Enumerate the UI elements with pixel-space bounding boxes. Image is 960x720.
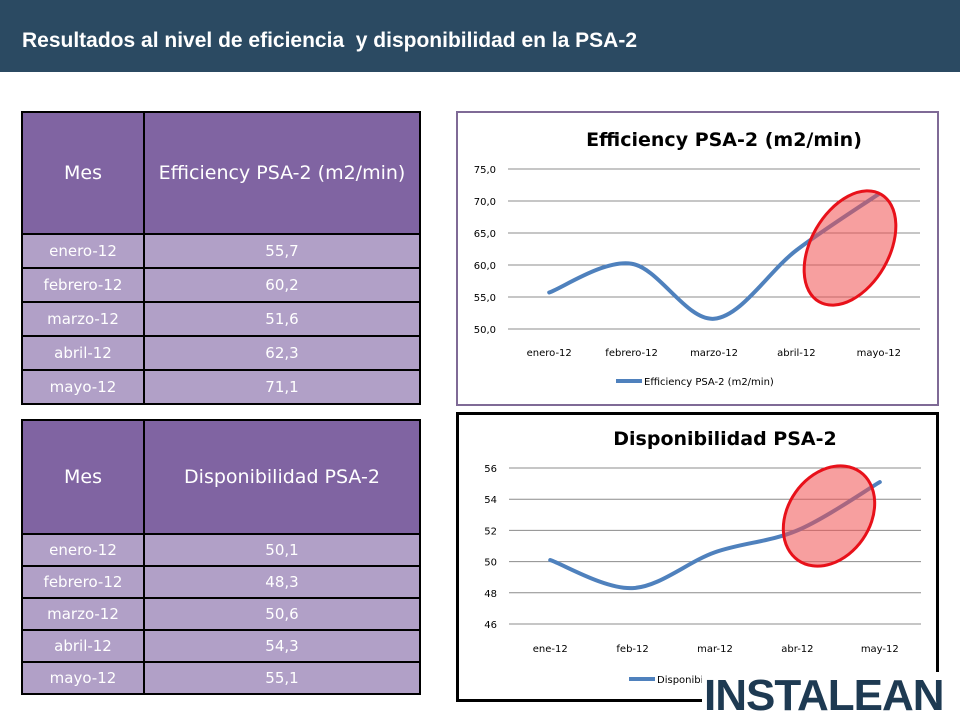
table-cell-value: 55,1 (143, 661, 421, 695)
chart-title: Disponibilidad PSA-2 (613, 428, 836, 450)
table-cell-month: marzo-12 (21, 301, 145, 337)
table-header-month: Mes (21, 419, 145, 535)
table-cell-value: 54,3 (143, 629, 421, 663)
x-tick-label: marzo-12 (690, 348, 738, 359)
y-tick-label: 55,0 (474, 293, 496, 304)
table-row: abril-12 62,3 (21, 335, 421, 371)
table-cell-value: 51,6 (143, 301, 421, 337)
table-cell-month: enero-12 (21, 533, 145, 567)
table-header-month: Mes (21, 111, 145, 235)
table-row: mayo-12 55,1 (21, 661, 421, 695)
y-tick-label: 52 (484, 526, 497, 537)
table-cell-month: abril-12 (21, 335, 145, 371)
table-header-value: Efficiency PSA-2 (m2/min) (143, 111, 421, 235)
x-tick-label: ene-12 (533, 644, 568, 655)
table-row: marzo-12 50,6 (21, 597, 421, 631)
table-cell-month: febrero-12 (21, 267, 145, 303)
chart-title: Efficiency PSA-2 (m2/min) (586, 129, 862, 151)
y-tick-label: 60,0 (474, 261, 496, 272)
y-tick-label: 70,0 (474, 197, 496, 208)
disponibilidad-table: Mes Disponibilidad PSA-2 enero-12 50,1 f… (21, 419, 421, 695)
disponibilidad-chart: Disponibilidad PSA-2 46 48 50 52 54 56 ene-12 fe… (456, 412, 939, 702)
x-tick-label: febrero-12 (605, 348, 658, 359)
table-cell-month: enero-12 (21, 233, 145, 269)
table-row: enero-12 55,7 (21, 233, 421, 269)
y-tick-label: 56 (484, 464, 497, 475)
legend-label: Efficiency PSA-2 (m2/min) (644, 377, 774, 388)
table-cell-value: 62,3 (143, 335, 421, 371)
page-title: Resultados al nivel de eficiencia y disp… (22, 29, 638, 52)
y-tick-label: 48 (484, 589, 497, 600)
efficiency-chart-svg: Efficiency PSA-2 (m2/min) 50,0 55,0 60,0 65,… (474, 129, 920, 388)
table-row: mayo-12 71,1 (21, 369, 421, 405)
table-row: febrero-12 60,2 (21, 267, 421, 303)
table-row: marzo-12 51,6 (21, 301, 421, 337)
header-bar: Resultados al nivel de eficiencia y disp… (0, 0, 960, 72)
x-tick-label: mar-12 (697, 644, 733, 655)
x-tick-label: mayo-12 (857, 348, 901, 359)
table-cell-month: abril-12 (21, 629, 145, 663)
x-tick-label: abr-12 (781, 644, 813, 655)
logo-text: INSTALEAN (704, 671, 945, 720)
x-tick-label: enero-12 (527, 348, 572, 359)
table-cell-value: 71,1 (143, 369, 421, 405)
efficiency-chart: Efficiency PSA-2 (m2/min) 50,0 55,0 60,0 65,… (456, 111, 939, 406)
table-cell-value: 50,6 (143, 597, 421, 631)
y-tick-label: 50 (484, 558, 497, 569)
highlight-ellipse (802, 189, 898, 307)
table-cell-value: 60,2 (143, 267, 421, 303)
highlight-ellipse (781, 464, 877, 568)
table-cell-month: marzo-12 (21, 597, 145, 631)
y-tick-label: 75,0 (474, 165, 496, 176)
y-tick-label: 65,0 (474, 229, 496, 240)
table-header-value: Disponibilidad PSA-2 (143, 419, 421, 535)
table-row: febrero-12 48,3 (21, 565, 421, 599)
x-tick-label: feb-12 (616, 644, 648, 655)
y-tick-label: 54 (484, 495, 497, 506)
instalean-logo: INSTALEAN (702, 672, 960, 720)
table-cell-value: 55,7 (143, 233, 421, 269)
efficiency-table: Mes Efficiency PSA-2 (m2/min) enero-12 5… (21, 111, 421, 405)
table-row: enero-12 50,1 (21, 533, 421, 567)
y-tick-label: 46 (484, 620, 497, 631)
table-cell-month: mayo-12 (21, 369, 145, 405)
table-row: abril-12 54,3 (21, 629, 421, 663)
table-cell-month: febrero-12 (21, 565, 145, 599)
table-cell-month: mayo-12 (21, 661, 145, 695)
x-tick-label: may-12 (861, 644, 899, 655)
table-cell-value: 48,3 (143, 565, 421, 599)
x-tick-label: abril-12 (777, 348, 815, 359)
y-tick-label: 50,0 (474, 325, 496, 336)
table-cell-value: 50,1 (143, 533, 421, 567)
disponibilidad-chart-svg: Disponibilidad PSA-2 46 48 50 52 54 56 ene-12 fe… (484, 428, 921, 686)
